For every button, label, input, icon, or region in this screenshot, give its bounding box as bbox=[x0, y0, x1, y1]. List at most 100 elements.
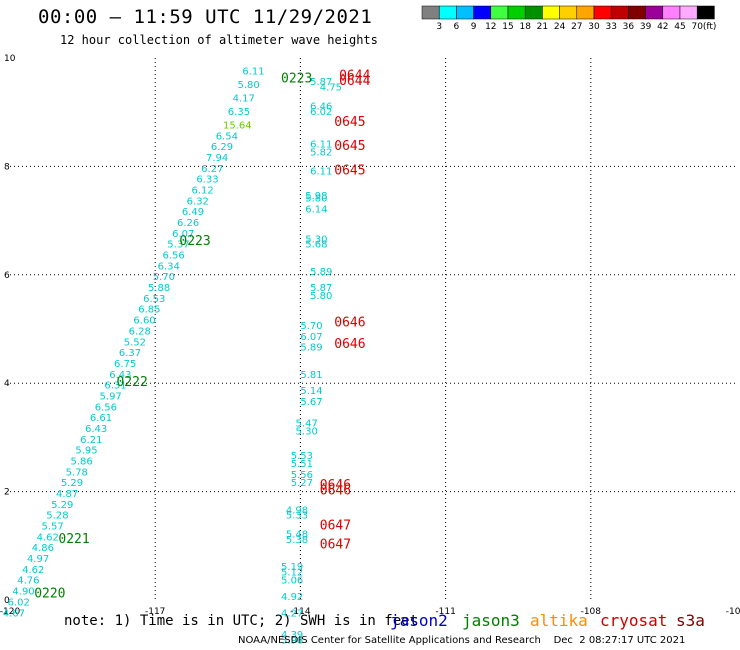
swh-value-label: 6.14 bbox=[305, 204, 327, 215]
swh-value-label: 5.51 bbox=[291, 459, 313, 470]
legend-label: 70 bbox=[691, 22, 703, 32]
swh-value-label: 5.30 bbox=[296, 427, 318, 438]
x-tick-label: -120 bbox=[0, 607, 20, 617]
swh-value-label: 5.88 bbox=[148, 283, 170, 294]
satellite-jason2: jason2 bbox=[390, 611, 448, 630]
swh-value-label: 4.62 bbox=[37, 532, 59, 543]
swh-value-label: 5.38 bbox=[286, 535, 308, 546]
swh-value-label: 5.57 bbox=[41, 522, 63, 533]
swh-value-label: 4.39 bbox=[281, 630, 303, 641]
satellite-jason3: jason3 bbox=[462, 611, 520, 630]
swh-value-label: 4.90 bbox=[12, 587, 34, 598]
swh-value-label: 5.29 bbox=[61, 478, 83, 489]
swh-value-label: 5.67 bbox=[300, 397, 322, 408]
swh-value-label: 5.97 bbox=[100, 391, 122, 402]
swh-value-label: 4.62 bbox=[22, 565, 44, 576]
swh-value-label: 5.48 bbox=[286, 530, 308, 541]
legend-label: 15 bbox=[502, 22, 513, 32]
pass-time-label: 0222 bbox=[116, 375, 147, 390]
chart-subtitle: 12 hour collection of altimeter wave hei… bbox=[60, 33, 378, 47]
x-tick-label: -105 bbox=[726, 607, 740, 617]
swh-value-label: 4.87 bbox=[56, 489, 78, 500]
swh-value-label: 6.75 bbox=[114, 359, 136, 370]
color-legend: 3 6 9 12 15 18 21 24 27 30 33 36 39 42 45 70 (ft) bbox=[421, 5, 716, 32]
legend-label: 36 bbox=[623, 22, 635, 32]
swh-value-label: 5.06 bbox=[281, 576, 303, 587]
y-tick-label: 0 bbox=[4, 596, 10, 606]
swh-value-label: 6.26 bbox=[177, 218, 199, 229]
swh-value-label: 4.17 bbox=[233, 93, 255, 104]
legend-label: 6 bbox=[454, 22, 460, 32]
pass-time-label: 0223 bbox=[281, 71, 312, 86]
note-line: note: 1) Time is in UTC; 2) SWH is in fe… bbox=[0, 611, 740, 633]
y-tick-label: 8 bbox=[4, 162, 10, 172]
swh-value-label: 5.19 bbox=[281, 562, 303, 573]
swh-value-label: 5.89 bbox=[310, 267, 332, 278]
legend-label: 9 bbox=[471, 22, 477, 32]
swh-value-label: 6.35 bbox=[228, 107, 250, 118]
pass-time-label: 0645 bbox=[334, 164, 365, 179]
footer-credit: NOAA/NESDIS Center for Satellite Applica… bbox=[238, 635, 686, 646]
swh-value-label: 6.43 bbox=[109, 370, 131, 381]
x-tick-label: -117 bbox=[145, 607, 165, 617]
pass-time-label: 0645 bbox=[334, 139, 365, 154]
swh-value-label: 4.86 bbox=[32, 543, 54, 554]
swh-value-label: 5.68 bbox=[305, 240, 327, 251]
x-tick-label: -108 bbox=[581, 607, 602, 617]
swh-value-label: 5.52 bbox=[124, 337, 146, 348]
pass-time-label: 0646 bbox=[320, 478, 351, 493]
legend-label: 30 bbox=[588, 22, 600, 32]
swh-value-label: 5.87 bbox=[310, 283, 332, 294]
swh-value-label: 5.86 bbox=[71, 457, 93, 468]
swh-value-label: 6.02 bbox=[310, 107, 332, 118]
legend-label: 18 bbox=[519, 22, 531, 32]
swh-value-label: 5.28 bbox=[46, 511, 68, 522]
swh-value-label: 5.70 bbox=[300, 321, 322, 332]
legend-label: 12 bbox=[485, 22, 496, 32]
swh-value-label: 4.92 bbox=[281, 592, 303, 603]
legend-label: 33 bbox=[605, 22, 616, 32]
legend-label: 3 bbox=[436, 22, 442, 32]
swh-value-label: 5.33 bbox=[286, 511, 308, 522]
swh-value-label: 5.78 bbox=[66, 467, 88, 478]
swh-value-label: 6.56 bbox=[162, 251, 184, 262]
pass-time-label: 0645 bbox=[334, 115, 365, 130]
pass-time-label: 0223 bbox=[179, 234, 210, 249]
swh-value-label: 5.80 bbox=[310, 291, 332, 302]
swh-value-label: 6.60 bbox=[133, 316, 155, 327]
swh-value-label: 6.07 bbox=[300, 332, 322, 343]
swh-value-label: 5.53 bbox=[291, 451, 313, 462]
pass-time-label: 0647 bbox=[320, 538, 351, 553]
swh-value-label: 5.12 bbox=[281, 568, 303, 579]
swh-value-label: 4.98 bbox=[286, 505, 308, 516]
swh-value-label: 6.32 bbox=[187, 196, 209, 207]
swh-value-label: 7.94 bbox=[206, 153, 228, 164]
legend-swatch bbox=[696, 5, 715, 20]
legend-label: 42 bbox=[657, 22, 668, 32]
swh-value-label: 5.47 bbox=[296, 419, 318, 430]
x-tick-label: -111 bbox=[435, 607, 455, 617]
swh-value-label: 5.30 bbox=[305, 234, 327, 245]
swh-value-label: 6.37 bbox=[119, 348, 141, 359]
pass-time-label: 0221 bbox=[58, 532, 89, 547]
swh-value-label: 5.95 bbox=[75, 446, 97, 457]
pass-time-label: 0644 bbox=[339, 69, 370, 84]
swh-value-label: 6.28 bbox=[129, 326, 151, 337]
swh-value-label: 6.33 bbox=[196, 175, 218, 186]
legend-label: 27 bbox=[571, 22, 582, 32]
pass-time-label: 0220 bbox=[34, 586, 65, 601]
y-tick-label: 2 bbox=[4, 488, 10, 498]
legend-label: 24 bbox=[554, 22, 566, 32]
satellite-cryosat: cryosat bbox=[600, 611, 668, 630]
swh-value-label: 5.89 bbox=[300, 343, 322, 354]
swh-value-label: 6.34 bbox=[158, 261, 180, 272]
swh-value-label: 5.81 bbox=[300, 370, 322, 381]
legend-label: 21 bbox=[537, 22, 548, 32]
swh-value-label: 6.53 bbox=[143, 294, 165, 305]
y-tick-label: 4 bbox=[4, 379, 10, 389]
swh-value-label: 6.56 bbox=[95, 402, 117, 413]
swh-value-label: 6.43 bbox=[85, 424, 107, 435]
legend-label: 39 bbox=[640, 22, 652, 32]
satellite-s3a: s3a bbox=[676, 611, 705, 630]
